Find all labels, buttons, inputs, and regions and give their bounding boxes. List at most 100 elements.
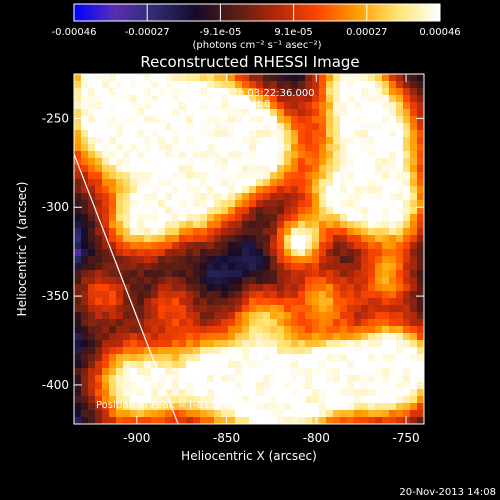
heatmap-cell xyxy=(319,256,327,264)
heatmap-cell xyxy=(109,186,117,194)
heatmap-cell xyxy=(228,403,236,411)
heatmap-cell xyxy=(410,298,418,306)
heatmap-cell xyxy=(333,186,341,194)
heatmap-cell xyxy=(102,116,110,124)
heatmap-cell xyxy=(144,277,152,285)
heatmap-cell xyxy=(291,172,299,180)
heatmap-cell xyxy=(200,291,208,299)
heatmap-cell xyxy=(242,242,250,250)
heatmap-cell xyxy=(200,228,208,236)
heatmap-cell xyxy=(417,340,425,348)
heatmap-cell xyxy=(88,144,96,152)
heatmap-cell xyxy=(74,186,82,194)
heatmap-cell xyxy=(354,158,362,166)
heatmap-cell xyxy=(382,263,390,271)
heatmap-cell xyxy=(235,109,243,117)
heatmap-cell xyxy=(333,109,341,117)
heatmap-cell xyxy=(214,319,222,327)
heatmap-cell xyxy=(340,228,348,236)
heatmap-cell xyxy=(88,130,96,138)
heatmap-cell xyxy=(158,228,166,236)
heatmap-cell xyxy=(256,200,264,208)
heatmap-cell xyxy=(186,109,194,117)
heatmap-cell xyxy=(277,95,285,103)
heatmap-cell xyxy=(186,410,194,418)
heatmap-cell xyxy=(158,123,166,131)
heatmap-cell xyxy=(256,305,264,313)
heatmap-cell xyxy=(319,298,327,306)
heatmap-cell xyxy=(179,123,187,131)
heatmap-cell xyxy=(109,319,117,327)
heatmap-cell xyxy=(123,74,131,82)
plot-frame xyxy=(73,73,425,425)
heatmap-cell xyxy=(256,151,264,159)
heatmap-cell xyxy=(123,368,131,376)
heatmap-cell xyxy=(270,228,278,236)
heatmap-cell xyxy=(95,256,103,264)
heatmap-cell xyxy=(221,249,229,257)
heatmap-cell xyxy=(109,130,117,138)
colorbar-tick-label: -0.00046 xyxy=(52,27,97,38)
heatmap-cell xyxy=(305,354,313,362)
heatmap-cell xyxy=(291,333,299,341)
heatmap-cell xyxy=(375,382,383,390)
heatmap-cell xyxy=(270,347,278,355)
heatmap-cell xyxy=(410,144,418,152)
heatmap-cell xyxy=(116,179,124,187)
heatmap-cell xyxy=(340,242,348,250)
heatmap-cell xyxy=(375,193,383,201)
heatmap-cell xyxy=(144,298,152,306)
heatmap-cell xyxy=(298,361,306,369)
heatmap-cell xyxy=(389,249,397,257)
heatmap-cell xyxy=(130,193,138,201)
heatmap-cell xyxy=(319,151,327,159)
heatmap-cell xyxy=(74,361,82,369)
heatmap-cell xyxy=(165,354,173,362)
heatmap-cell xyxy=(81,228,89,236)
heatmap-cell xyxy=(305,263,313,271)
heatmap-cell xyxy=(109,347,117,355)
heatmap-cell xyxy=(207,375,215,383)
heatmap-cell xyxy=(403,319,411,327)
heatmap-cell xyxy=(417,312,425,320)
heatmap-cell xyxy=(74,242,82,250)
heatmap-cell xyxy=(179,291,187,299)
heatmap-cell xyxy=(291,200,299,208)
heatmap-cell xyxy=(277,221,285,229)
heatmap-cell xyxy=(109,312,117,320)
heatmap-cell xyxy=(95,228,103,236)
heatmap-cell xyxy=(263,228,271,236)
heatmap-cell xyxy=(326,354,334,362)
heatmap-cell xyxy=(200,186,208,194)
heatmap-cell xyxy=(221,361,229,369)
heatmap-cell xyxy=(326,151,334,159)
heatmap-cell xyxy=(298,333,306,341)
heatmap-cell xyxy=(354,298,362,306)
heatmap-cell xyxy=(81,165,89,173)
heatmap-cell xyxy=(109,207,117,215)
heatmap-cell xyxy=(144,144,152,152)
heatmap-cell xyxy=(179,179,187,187)
heatmap-cell xyxy=(116,263,124,271)
heatmap-cell xyxy=(410,158,418,166)
heatmap-cell xyxy=(340,403,348,411)
heatmap-cell xyxy=(347,312,355,320)
heatmap-cell xyxy=(109,361,117,369)
heatmap-cell xyxy=(123,340,131,348)
heatmap-cell xyxy=(186,221,194,229)
heatmap-cell xyxy=(102,81,110,89)
heatmap-cell xyxy=(186,242,194,250)
heatmap-cell xyxy=(319,102,327,110)
heatmap-cell xyxy=(263,102,271,110)
heatmap-cell xyxy=(214,263,222,271)
heatmap-cell xyxy=(81,74,89,82)
heatmap-cell xyxy=(417,291,425,299)
heatmap-cell xyxy=(305,396,313,404)
heatmap-cell xyxy=(417,361,425,369)
heatmap-cell xyxy=(158,144,166,152)
heatmap-cell xyxy=(333,95,341,103)
heatmap-cell xyxy=(193,116,201,124)
heatmap-cell xyxy=(340,200,348,208)
heatmap-cell xyxy=(368,270,376,278)
heatmap-cell xyxy=(256,158,264,166)
